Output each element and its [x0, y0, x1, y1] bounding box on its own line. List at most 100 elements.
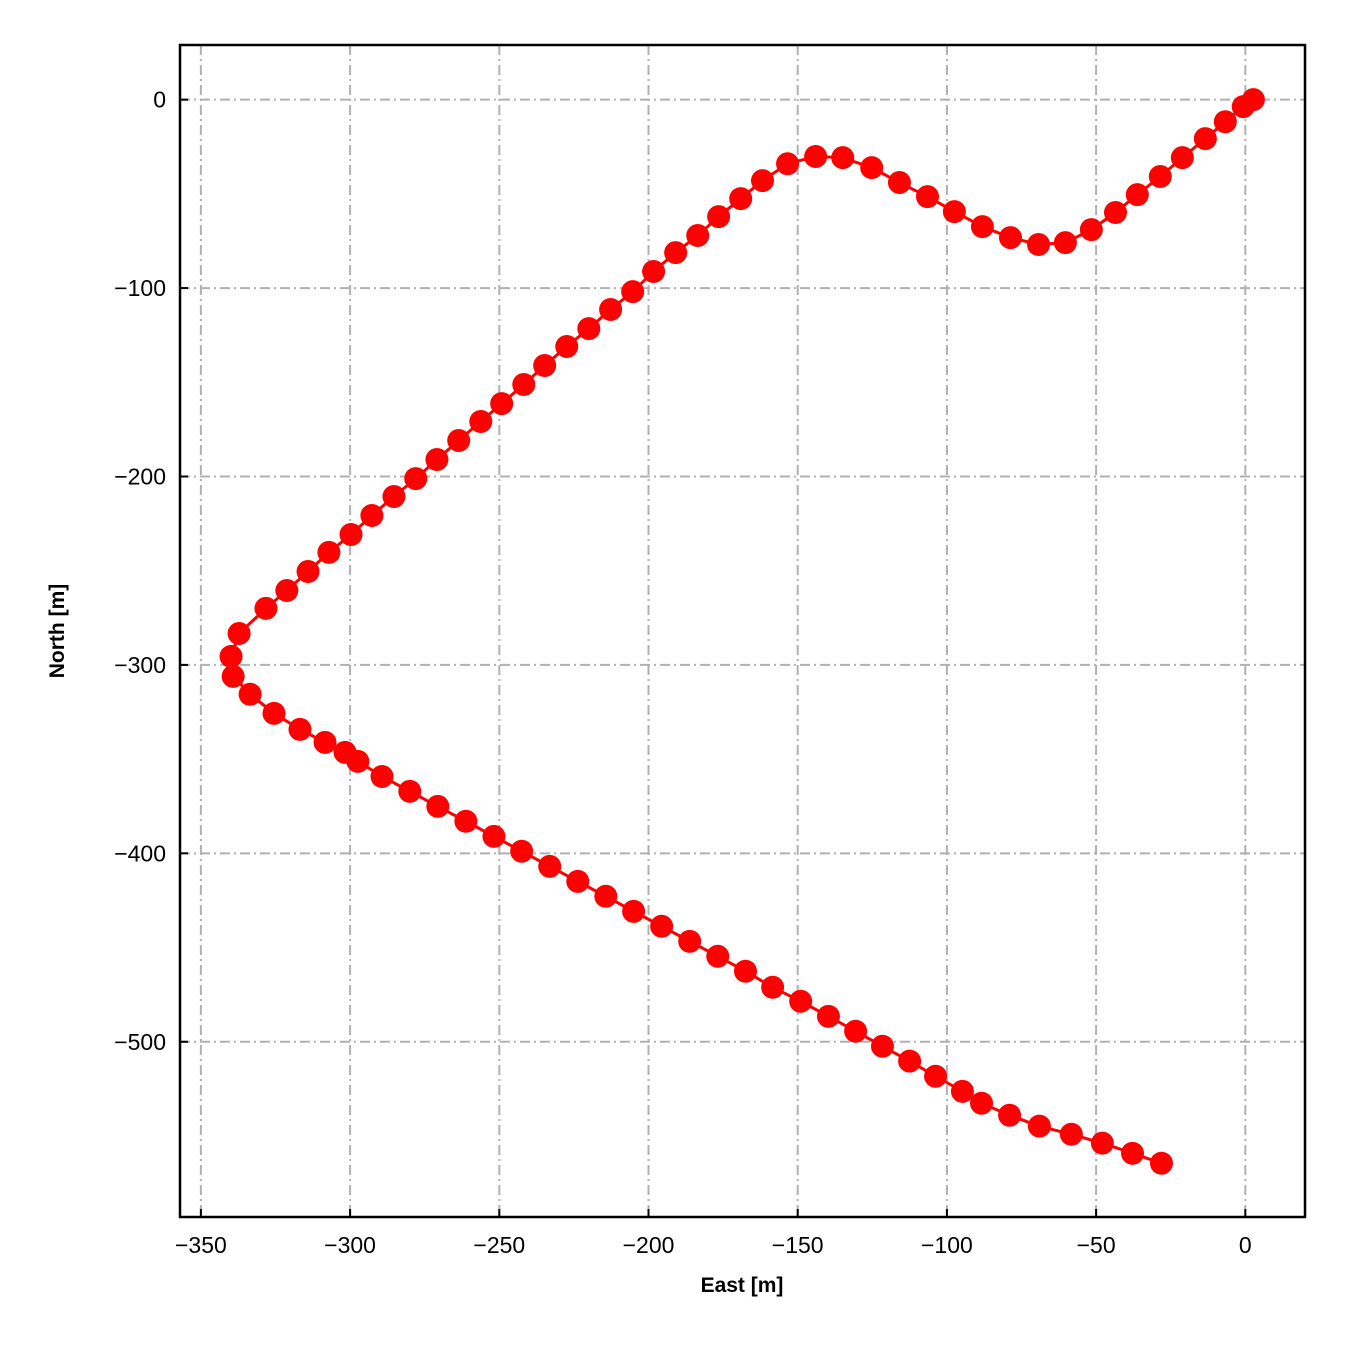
point: [761, 975, 785, 999]
point: [454, 809, 478, 833]
point: [1059, 1122, 1083, 1146]
x-tick-label: −50: [1077, 1232, 1116, 1258]
point: [1121, 1141, 1145, 1165]
point: [339, 523, 363, 547]
point: [1231, 95, 1255, 119]
point: [678, 929, 702, 953]
point: [1148, 165, 1172, 189]
point: [664, 241, 688, 265]
point: [296, 559, 320, 583]
point: [1027, 233, 1051, 257]
point: [1027, 1114, 1051, 1138]
point: [831, 146, 855, 170]
point: [566, 869, 590, 893]
point: [860, 156, 884, 180]
point: [816, 1004, 840, 1028]
x-axis-title: East [m]: [701, 1274, 784, 1297]
point: [1090, 1131, 1114, 1155]
point: [970, 215, 994, 239]
point: [998, 226, 1022, 250]
point: [313, 730, 337, 754]
point: [870, 1034, 894, 1058]
point: [916, 185, 940, 209]
x-tick-label: −150: [772, 1232, 824, 1258]
y-tick-label: −200: [114, 463, 166, 489]
point: [1170, 146, 1194, 170]
y-tick-label: −100: [114, 275, 166, 301]
y-tick-label: −300: [114, 652, 166, 678]
x-tick-label: 0: [1239, 1232, 1252, 1258]
point: [254, 596, 278, 620]
point: [262, 701, 286, 725]
plot: [219, 88, 1265, 1175]
point: [469, 409, 493, 433]
x-tick-label: −300: [324, 1232, 376, 1258]
point: [398, 779, 422, 803]
point: [490, 392, 514, 416]
point: [650, 914, 674, 938]
track-line: [229, 98, 1255, 1165]
point: [346, 749, 370, 773]
point: [622, 899, 646, 923]
point: [1104, 201, 1128, 225]
point: [447, 429, 471, 453]
point: [288, 717, 312, 741]
point: [686, 223, 710, 247]
point: [404, 467, 428, 491]
point: [317, 540, 341, 564]
y-axis-title: North [m]: [46, 584, 69, 678]
point: [425, 448, 449, 472]
point: [275, 578, 299, 602]
point: [1149, 1151, 1173, 1175]
point: [1125, 183, 1149, 207]
point: [533, 354, 557, 378]
point: [950, 1079, 974, 1103]
point: [733, 959, 757, 983]
point: [706, 944, 730, 968]
point: [577, 317, 601, 341]
point: [538, 854, 562, 878]
point: [1193, 127, 1217, 151]
point: [970, 1091, 994, 1115]
point: [1053, 231, 1077, 255]
point: [789, 989, 813, 1013]
point: [750, 169, 774, 193]
x-tick-label: −100: [921, 1232, 973, 1258]
point: [642, 259, 666, 283]
point: [998, 1103, 1022, 1127]
x-tick-label: −250: [473, 1232, 525, 1258]
point: [844, 1019, 868, 1043]
point: [370, 764, 394, 788]
plot-frame: [178, 43, 1307, 1219]
point: [510, 839, 534, 863]
point: [426, 794, 450, 818]
grid: [180, 45, 1305, 1217]
point: [482, 824, 506, 848]
point: [729, 187, 753, 211]
point: [227, 621, 251, 645]
point: [360, 503, 384, 527]
point: [942, 200, 966, 224]
point: [555, 334, 579, 358]
y-tick-label: 0: [153, 87, 166, 113]
point: [221, 664, 245, 688]
point: [382, 484, 406, 508]
point: [1213, 110, 1237, 134]
point: [594, 884, 618, 908]
y-tick-label: −500: [114, 1029, 166, 1055]
point: [238, 682, 262, 706]
y-tick-label: −400: [114, 840, 166, 866]
point: [804, 145, 828, 169]
point: [924, 1064, 948, 1088]
point: [599, 298, 623, 322]
x-tick-label: −200: [623, 1232, 675, 1258]
point: [707, 205, 731, 229]
point: [887, 171, 911, 195]
point: [898, 1049, 922, 1073]
point: [776, 152, 800, 176]
point: [219, 644, 243, 668]
point: [621, 280, 645, 304]
point: [1079, 218, 1103, 242]
